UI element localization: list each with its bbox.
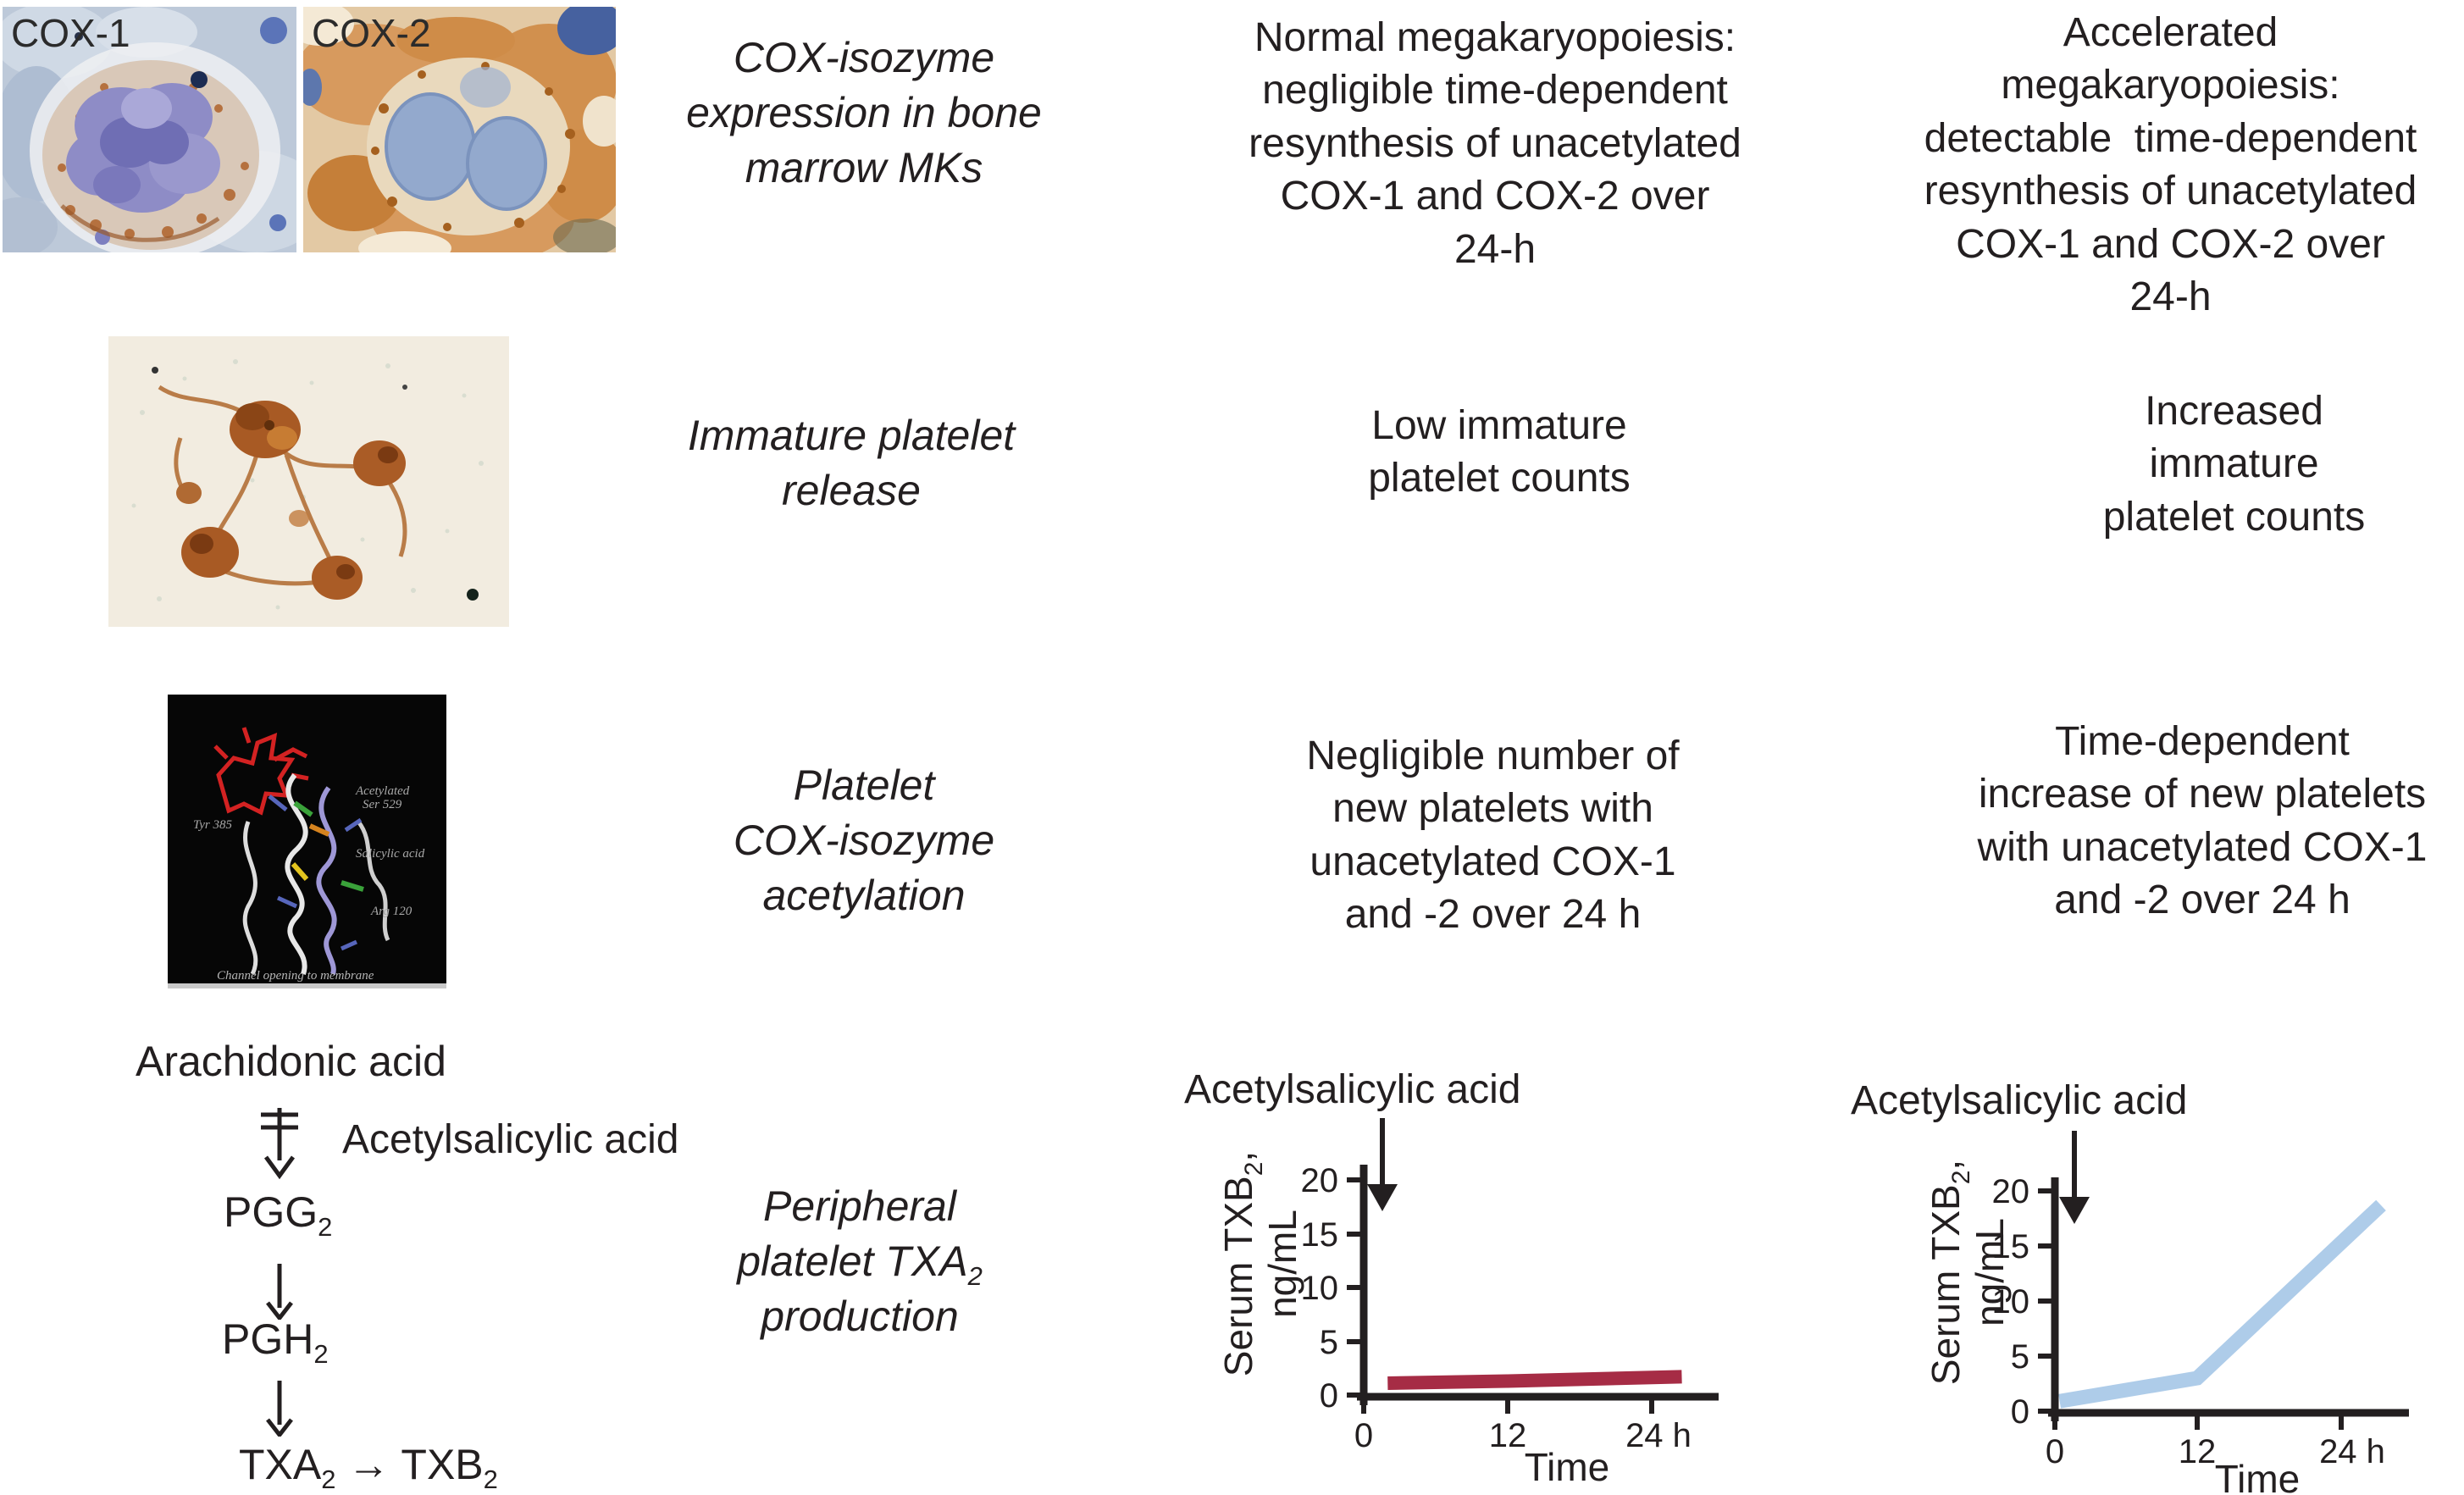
svg-text:20: 20: [1301, 1162, 1339, 1199]
platelet-dark-dots: [152, 367, 479, 601]
negligible-new-platelets-text: Negligible number of new platelets with …: [1306, 734, 1680, 938]
x-tick-labels: 0 12 24 h: [2046, 1433, 2385, 1470]
channel-caption: Channel opening to membrane: [217, 969, 374, 983]
label-cox-isozyme-expression: COX-isozyme expression in bone marrow MK…: [686, 34, 1042, 191]
x-axis-label: Time: [2215, 1457, 2301, 1495]
reaction-arrow: →: [347, 1441, 390, 1488]
cox-structure-art: Tyr 385 Acetylated Ser 529 Salicylic aci…: [168, 695, 446, 988]
acetylated-ser-label-line1: Acetylated: [355, 784, 410, 798]
down-arrow-icon: [264, 1264, 295, 1320]
cox1-image-label: COX-1: [11, 11, 130, 55]
accelerated-megakaryopoiesis-text: Accelerated megakaryopoiesis: detectable…: [1924, 10, 2417, 319]
cox2-corner-cells: [303, 7, 616, 252]
dose-arrow-icon: [1367, 1118, 1398, 1211]
tick-marks: [2038, 1188, 2344, 1430]
dose-arrow-icon: [2059, 1131, 2090, 1224]
svg-text:12: 12: [2179, 1433, 2217, 1470]
inhibition-arrow-icon: [252, 1108, 307, 1186]
svg-text:5: 5: [1320, 1324, 1338, 1361]
cox-structure-image: Tyr 385 Acetylated Ser 529 Salicylic aci…: [168, 695, 446, 988]
y-axis-label: Serum TXB2,ng/mL: [1216, 1151, 1304, 1376]
cox1-micrograph-art: [3, 7, 296, 252]
svg-text:10: 10: [1992, 1283, 2030, 1321]
svg-text:0: 0: [2046, 1433, 2064, 1470]
low-immature-platelet-counts-text: Low immature platelet counts: [1368, 403, 1631, 501]
cox2-nuclei: [385, 67, 547, 211]
arachidonic-acid-label: Arachidonic acid: [136, 1038, 446, 1085]
label-immature-platelet-release: Immature platelet release: [687, 412, 1016, 514]
axes: [2048, 1177, 2409, 1421]
chart-normal-serum-txb2: Acetylsalicylic acid 0 5: [1169, 1050, 1787, 1495]
acetylated-ser-label-line2: Ser 529: [363, 798, 402, 811]
protein-ribbons: [242, 773, 390, 976]
serum-txb2-line-accelerated: [2058, 1199, 2386, 1409]
acetylsalicylic-acid-pathway-label: Acetylsalicylic acid: [342, 1117, 679, 1162]
pgg2-label: PGG2: [224, 1188, 333, 1242]
tick-marks: [1347, 1177, 1654, 1414]
serum-txb2-line-normal: [1387, 1370, 1682, 1390]
time-dependent-new-platelets-text: Time-dependent increase of new platelets…: [1977, 719, 2428, 923]
pgh2-label: PGH2: [222, 1315, 329, 1369]
chart-title: Acetylsalicylic acid: [1851, 1078, 2187, 1123]
svg-text:20: 20: [1992, 1173, 2030, 1210]
normal-megakaryopoiesis-text: Normal megakaryopoiesis: negligible time…: [1249, 15, 1741, 272]
active-site-residues: [291, 800, 364, 892]
svg-text:15: 15: [1992, 1228, 2030, 1265]
heme-red-structure: [213, 727, 309, 816]
svg-text:10: 10: [1301, 1270, 1339, 1307]
chart-accelerated-serum-txb2: Acetylsalicylic acid 0: [1830, 1050, 2464, 1495]
svg-text:0: 0: [1354, 1417, 1373, 1454]
platelet-micrograph-art: [108, 336, 509, 627]
svg-text:15: 15: [1301, 1216, 1339, 1254]
arg-120-label: Arg 120: [370, 905, 413, 918]
y-tick-labels: 0 5 10 15 20: [1301, 1162, 1339, 1415]
svg-text:0: 0: [1320, 1377, 1338, 1415]
y-axis-label: Serum TXB2,ng/mL: [1924, 1160, 2012, 1385]
x-tick-labels: 0 12 24 h: [1354, 1417, 1692, 1454]
cox2-micrograph: COX-2: [303, 7, 616, 252]
down-arrow-icon: [264, 1381, 295, 1437]
svg-text:12: 12: [1489, 1417, 1527, 1454]
label-platelet-cox-acetylation: Platelet COX-isozyme acetylation: [733, 761, 995, 919]
salicylic-acid-label: Salicylic acid: [356, 847, 425, 861]
svg-text:5: 5: [2011, 1338, 2029, 1376]
svg-text:0: 0: [2011, 1393, 2029, 1431]
immature-platelet-micrograph: [108, 336, 509, 627]
label-peripheral-txa2-production: Peripheral platelet TXA2 production: [737, 1182, 983, 1340]
y-tick-labels: 0 5 10 15 20: [1992, 1173, 2030, 1431]
cox2-image-label: COX-2: [312, 11, 431, 55]
x-axis-label: Time: [1525, 1445, 1610, 1489]
svg-text:24 h: 24 h: [1625, 1417, 1692, 1454]
cox1-micrograph: COX-1: [3, 7, 296, 252]
axes: [1357, 1165, 1719, 1405]
platelet-blobs: [176, 401, 406, 600]
cox2-micrograph-art: [303, 7, 616, 252]
increased-immature-platelet-counts-text: Increased immature platelet counts: [2102, 389, 2366, 540]
tyr-385-label: Tyr 385: [193, 818, 232, 832]
txa2-txb2-label: TXA2 → TXB2: [239, 1441, 498, 1494]
svg-text:24 h: 24 h: [2319, 1433, 2385, 1470]
chart-title: Acetylsalicylic acid: [1184, 1067, 1520, 1112]
cox1-nucleus-cluster: [66, 83, 220, 213]
